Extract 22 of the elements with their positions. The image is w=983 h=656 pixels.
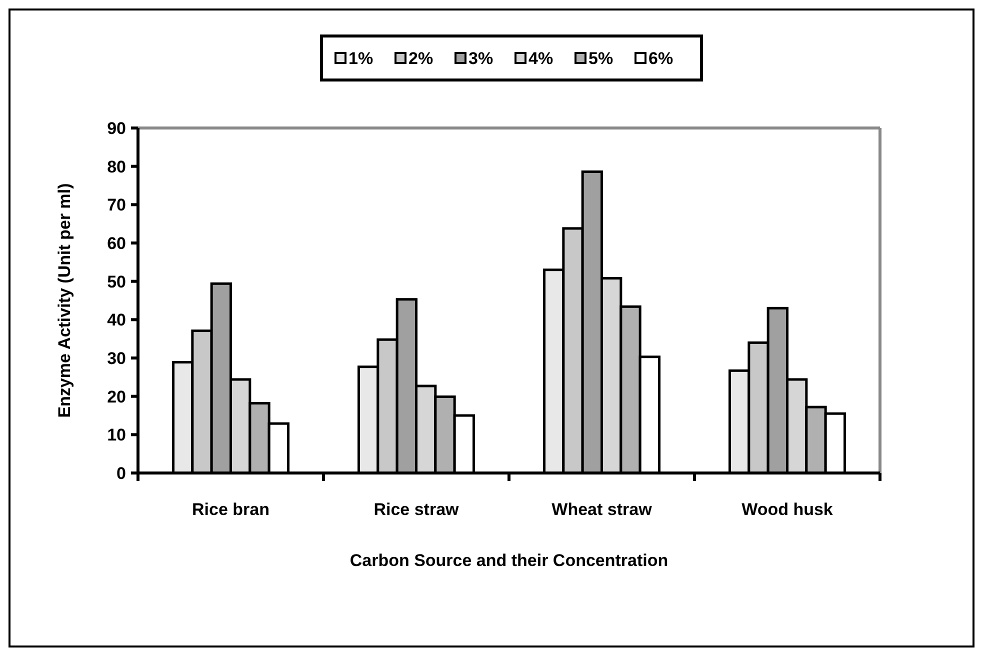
x-tick-label: Rice straw [374, 500, 460, 519]
y-tick-label: 80 [107, 157, 126, 176]
y-tick-label: 70 [107, 196, 126, 215]
legend-label: 3% [468, 48, 494, 68]
y-tick-label: 0 [116, 464, 126, 483]
legend-label: 1% [348, 48, 374, 68]
y-axis-title: Enzyme Activity (Unit per ml) [55, 183, 74, 418]
x-tick-label: Rice bran [192, 500, 270, 519]
y-tick-label: 50 [107, 272, 126, 292]
legend-label: 2% [408, 48, 434, 68]
x-tick-label: Wood husk [742, 500, 834, 519]
y-tick-label: 90 [107, 118, 126, 138]
legend-label: 6% [648, 48, 674, 68]
y-tick-label: 40 [107, 310, 126, 330]
y-tick-label: 30 [107, 348, 126, 368]
legend-label: 5% [588, 48, 614, 68]
y-tick-label: 60 [107, 234, 126, 253]
x-tick-label: Wheat straw [552, 500, 653, 519]
y-tick-label: 20 [107, 387, 126, 406]
x-axis-title: Carbon Source and their Concentration [350, 551, 668, 570]
y-tick-label: 10 [107, 426, 126, 445]
legend-label: 4% [528, 48, 554, 68]
